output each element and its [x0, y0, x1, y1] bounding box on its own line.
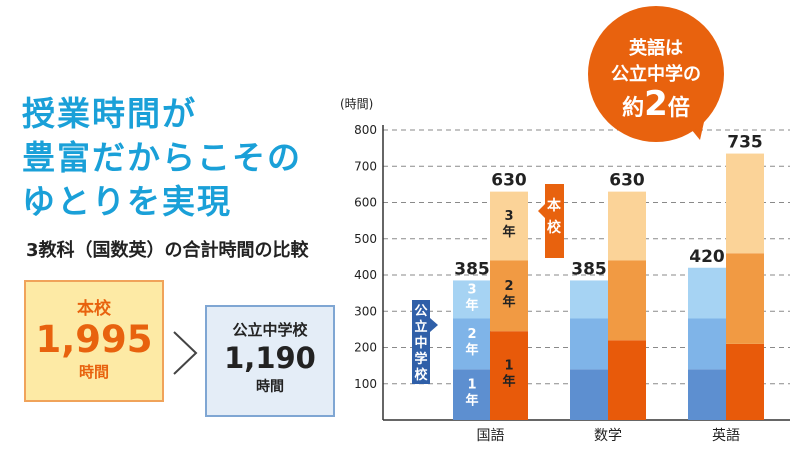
x-tick-label: 英語	[712, 427, 740, 444]
y-tick-label: 500	[354, 232, 377, 246]
callout-line-1: 英語は	[628, 37, 683, 59]
honkou-bar-segment	[490, 331, 528, 420]
x-tick-label: 数学	[594, 428, 622, 444]
grade-label: 年	[502, 294, 515, 310]
honkou-bar-segment	[726, 253, 764, 344]
public-bar-segment	[570, 318, 608, 370]
public-bar-segment	[453, 318, 491, 370]
callout-line-3: 約2倍	[622, 84, 690, 124]
public-bar-segment	[688, 267, 726, 319]
callout-line-3-part: 2	[644, 84, 668, 124]
honkou-total-value: 1,995	[35, 318, 153, 361]
public-total-box: 公立中学校 1,190 時間	[205, 305, 335, 417]
headline-line-2: 豊富だからこその	[22, 138, 302, 177]
grade-label: 1	[504, 359, 513, 374]
public-total-label: 公立中学校	[232, 321, 308, 339]
public-legend-char: 中	[414, 335, 427, 351]
grade-label: 2	[467, 327, 476, 342]
grade-label: 2	[504, 279, 513, 294]
public-total-label: 420	[689, 247, 725, 267]
public-total-unit: 時間	[256, 379, 284, 395]
honkou-total-label: 630	[491, 171, 527, 191]
comparison-subtitle: 3教科（国数英）の合計時間の比較	[26, 240, 309, 261]
y-tick-label: 200	[354, 341, 377, 355]
y-tick-label: 300	[354, 304, 377, 318]
public-total-value: 1,190	[224, 341, 316, 375]
honkou-legend-char: 本	[547, 197, 562, 214]
honkou-bar-segment	[726, 153, 764, 254]
honkou-total-label: 本校	[77, 299, 111, 319]
honkou-bar-segment	[608, 340, 646, 420]
grade-label: 年	[465, 297, 478, 313]
headline: 授業時間が 豊富だからこその ゆとりを実現	[22, 92, 302, 224]
greater-than-icon	[173, 331, 198, 375]
grade-label: 1	[467, 378, 476, 393]
public-legend-char: 学	[414, 351, 427, 367]
public-legend-char: 立	[414, 319, 427, 335]
public-bar-segment	[688, 318, 726, 370]
honkou-legend-char: 校	[547, 219, 562, 236]
grade-label: 3	[504, 209, 513, 224]
honkou-bar-segment	[490, 260, 528, 332]
callout-line-2: 公立中学の	[611, 63, 701, 85]
public-bar-segment	[688, 369, 726, 420]
public-bar-segment	[453, 280, 491, 319]
public-legend-char: 校	[414, 367, 428, 383]
honkou-bar-segment	[608, 191, 646, 261]
honkou-bar-segment	[726, 343, 764, 420]
honkou-total-box: 本校 1,995 時間	[24, 280, 164, 402]
public-bar-segment	[570, 280, 608, 319]
headline-line-1: 授業時間が	[22, 94, 197, 133]
y-tick-label: 400	[354, 268, 377, 282]
grade-label: 年	[465, 342, 478, 358]
grade-label: 年	[502, 374, 515, 390]
honkou-legend-tag	[538, 184, 564, 258]
callout-bubble	[588, 6, 724, 142]
callout-line-3-part: 約	[622, 95, 644, 121]
y-axis-label: (時間)	[340, 97, 374, 111]
x-tick-label: 国語	[477, 428, 505, 444]
grade-label: 年	[502, 224, 515, 240]
public-total-label: 385	[571, 259, 607, 279]
y-tick-label: 700	[354, 159, 377, 173]
public-legend-char: 公	[414, 304, 427, 319]
callout-line-3-part: 倍	[668, 95, 690, 121]
y-tick-label: 100	[354, 377, 377, 391]
public-bar-segment	[453, 369, 491, 420]
public-total-label: 385	[454, 259, 490, 279]
honkou-bar-segment	[608, 260, 646, 341]
honkou-bar-segment	[490, 191, 528, 261]
y-tick-label: 800	[354, 123, 377, 137]
honkou-total-label: 735	[727, 133, 763, 153]
honkou-total-label: 630	[609, 171, 645, 191]
honkou-total-unit: 時間	[78, 363, 109, 381]
public-bar-segment	[570, 369, 608, 420]
headline-line-3: ゆとりを実現	[22, 182, 232, 221]
grade-label: 3	[467, 282, 476, 297]
public-legend-tag	[412, 300, 438, 384]
grade-label: 年	[465, 393, 478, 409]
y-tick-label: 600	[354, 196, 377, 210]
